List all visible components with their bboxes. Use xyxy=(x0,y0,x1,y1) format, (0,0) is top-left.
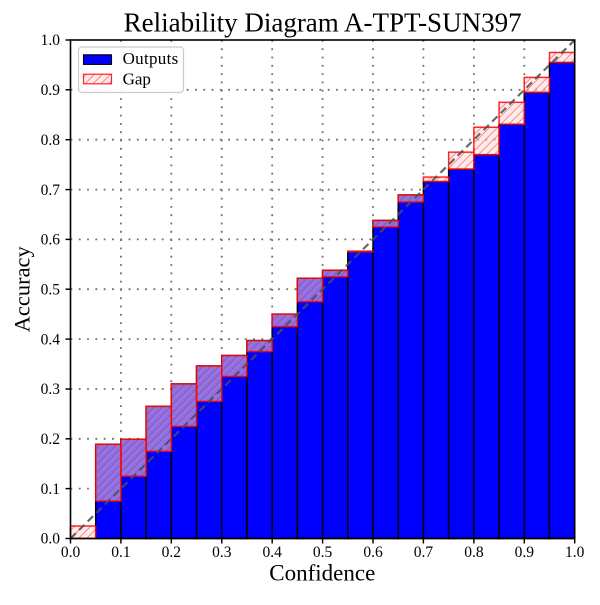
svg-text:0.0: 0.0 xyxy=(61,544,81,561)
svg-text:1.0: 1.0 xyxy=(565,544,585,561)
svg-text:0.2: 0.2 xyxy=(41,431,60,448)
svg-text:0.1: 0.1 xyxy=(111,544,130,561)
svg-text:0.8: 0.8 xyxy=(464,544,484,561)
svg-text:Accuracy: Accuracy xyxy=(10,245,35,332)
svg-text:0.8: 0.8 xyxy=(41,132,61,149)
svg-text:0.6: 0.6 xyxy=(41,232,61,249)
svg-text:Gap: Gap xyxy=(123,69,151,88)
svg-text:0.5: 0.5 xyxy=(313,544,333,561)
svg-text:0.6: 0.6 xyxy=(363,544,383,561)
svg-text:0.3: 0.3 xyxy=(212,544,232,561)
svg-text:Reliability Diagram A-TPT-SUN3: Reliability Diagram A-TPT-SUN397 xyxy=(124,8,522,38)
svg-text:1.0: 1.0 xyxy=(41,32,61,49)
svg-text:Outputs: Outputs xyxy=(123,49,179,68)
svg-text:Confidence: Confidence xyxy=(269,561,375,586)
svg-text:0.4: 0.4 xyxy=(263,544,283,561)
svg-text:0.4: 0.4 xyxy=(41,331,61,348)
svg-text:0.7: 0.7 xyxy=(41,182,61,199)
svg-text:0.7: 0.7 xyxy=(414,544,434,561)
svg-text:0.9: 0.9 xyxy=(515,544,535,561)
svg-text:0.9: 0.9 xyxy=(41,82,61,99)
svg-text:0.5: 0.5 xyxy=(41,281,61,298)
svg-text:0.2: 0.2 xyxy=(162,544,181,561)
svg-text:0.0: 0.0 xyxy=(41,531,61,548)
svg-text:0.1: 0.1 xyxy=(41,481,60,498)
svg-text:0.3: 0.3 xyxy=(41,381,61,398)
